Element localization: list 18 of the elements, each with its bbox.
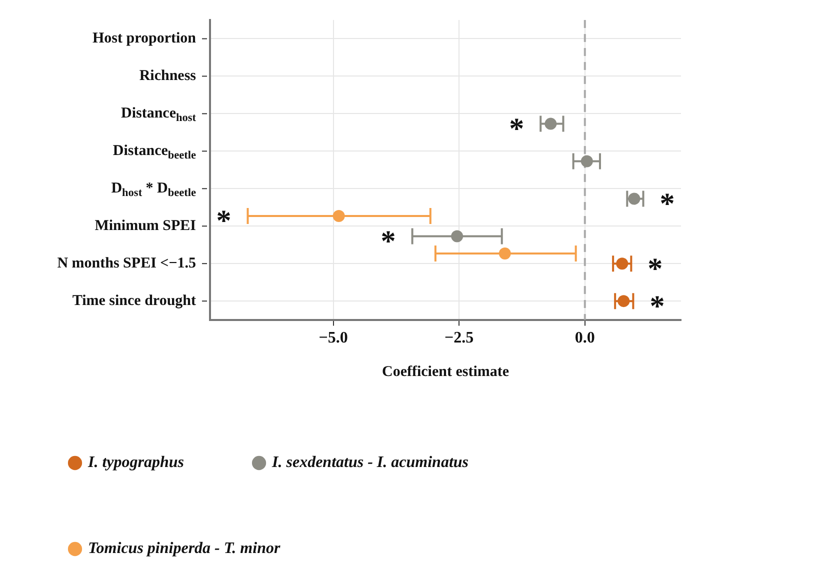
legend-label: I. sexdentatus - I. acuminatus bbox=[271, 454, 469, 472]
y-tick-label: Minimum SPEI bbox=[94, 218, 196, 234]
y-tick-label: Host proportion bbox=[92, 30, 197, 47]
y-tick-label: Richness bbox=[139, 68, 196, 84]
annotation: * bbox=[509, 112, 524, 146]
annotation: * bbox=[648, 252, 663, 286]
annotation: * bbox=[650, 290, 665, 323]
annotation: * bbox=[216, 204, 232, 238]
x-axis-title: Coefficient estimate bbox=[382, 364, 510, 380]
annotation: * bbox=[660, 188, 675, 221]
x-tick-label: 0.0 bbox=[574, 330, 595, 347]
annotation: * bbox=[380, 224, 396, 258]
legend-label: I. typographus bbox=[87, 454, 184, 472]
y-tick-label: Time since drought bbox=[72, 292, 196, 309]
legend-label: Tomicus piniperda - T. minor bbox=[88, 540, 281, 558]
x-tick-label: −5.0 bbox=[318, 330, 348, 347]
y-tick-label: N months SPEI <−1.5 bbox=[57, 255, 196, 272]
x-tick-label: −2.5 bbox=[444, 330, 474, 347]
